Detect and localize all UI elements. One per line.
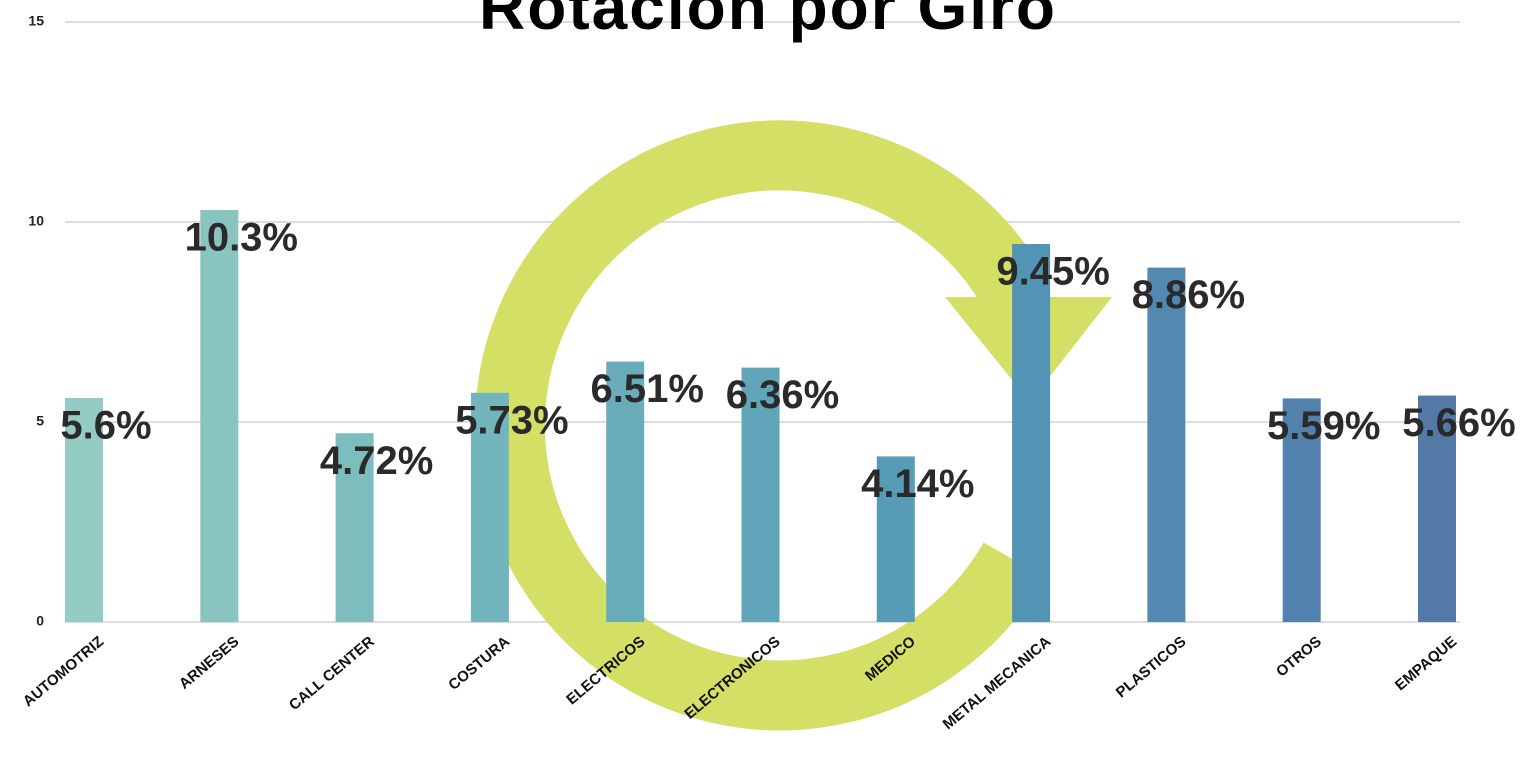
y-tick-label: 15 [28, 13, 44, 29]
x-tick-label: ARNESES [176, 633, 242, 693]
chart-title: Rotacion por Giro [479, 0, 1057, 43]
y-tick-label: 0 [36, 613, 44, 629]
value-label: 6.36% [726, 373, 839, 417]
x-tick-label: COSTURA [445, 633, 513, 694]
y-tick-label: 5 [36, 413, 44, 429]
x-tick-label: AUTOMOTRIZ [20, 633, 107, 710]
value-label: 5.73% [455, 398, 568, 442]
x-tick-label: OTROS [1273, 633, 1325, 680]
y-tick-label: 10 [28, 213, 44, 229]
value-label: 4.72% [320, 439, 433, 483]
bar [1147, 268, 1185, 622]
value-label: 5.66% [1402, 401, 1515, 445]
chart: Rotacion por Giro 0 5 10 15 AUTOMOTRIZ 5.6% AR… [0, 0, 1539, 777]
value-label: 5.6% [60, 404, 151, 448]
bar [1012, 244, 1050, 622]
value-label: 6.51% [590, 367, 703, 411]
bar [200, 210, 238, 622]
value-label: 9.45% [996, 250, 1109, 294]
value-label: 4.14% [861, 462, 974, 506]
page: {"chart_data": { "type": "bar", "title":… [0, 0, 1539, 777]
value-label: 8.86% [1132, 273, 1245, 317]
x-tick-label: PLASTICOS [1113, 633, 1190, 701]
x-tick-label: CALL CENTER [286, 633, 378, 714]
x-tick-label: EMPAQUE [1392, 633, 1460, 694]
value-label: 10.3% [185, 216, 298, 260]
value-label: 5.59% [1267, 404, 1380, 448]
